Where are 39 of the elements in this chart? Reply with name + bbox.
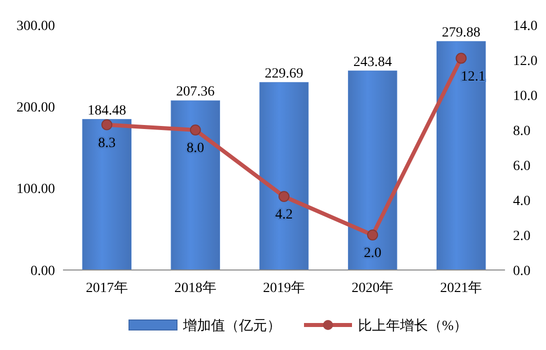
data-label: 4.2 <box>275 208 293 222</box>
y2-tick-label: 2.0 <box>513 228 530 244</box>
bar <box>436 41 486 270</box>
bar <box>259 82 309 270</box>
point <box>190 124 201 136</box>
y2-tick-label: 14.0 <box>513 18 538 34</box>
data-label: 8.0 <box>186 141 204 156</box>
y-tick-label: 100.00 <box>16 182 55 198</box>
data-label: 279.88 <box>442 25 480 40</box>
x-tick-label: 2017年 <box>86 280 128 296</box>
point <box>456 52 467 64</box>
data-label: 207.36 <box>176 84 215 100</box>
y2-tick-label: 6.0 <box>513 158 530 174</box>
y2-tick-label: 10.0 <box>513 88 538 104</box>
x-tick-label: 2021年 <box>440 280 482 296</box>
data-label: 229.69 <box>264 66 304 82</box>
bar <box>170 100 220 270</box>
legend-label: 增加值（亿元） <box>182 318 281 334</box>
x-tick-label: 2018年 <box>174 280 216 296</box>
legend-label: 比上年增长（%） <box>358 318 468 334</box>
y2-tick-label: 12.0 <box>513 54 538 69</box>
data-label: 184.48 <box>88 103 126 118</box>
point <box>101 119 112 130</box>
x-tick-label: 2019年 <box>263 280 305 296</box>
data-label: 8.3 <box>98 136 116 151</box>
y2-tick-label: 8.0 <box>513 124 530 139</box>
bar <box>82 119 132 270</box>
y2-tick-label: 0.0 <box>513 264 530 279</box>
data-label: 243.84 <box>353 54 392 70</box>
y-tick-label: 300.00 <box>16 18 55 34</box>
y2-tick-label: 4.0 <box>513 194 530 209</box>
point <box>367 230 378 240</box>
data-label: 12.1 <box>460 69 486 84</box>
y-tick-label: 200.00 <box>16 100 55 116</box>
y-tick-label: 0.00 <box>30 264 55 279</box>
data-label: 2.0 <box>364 246 382 261</box>
bar <box>348 70 398 270</box>
point <box>278 191 290 202</box>
x-tick-label: 2020年 <box>352 280 394 296</box>
